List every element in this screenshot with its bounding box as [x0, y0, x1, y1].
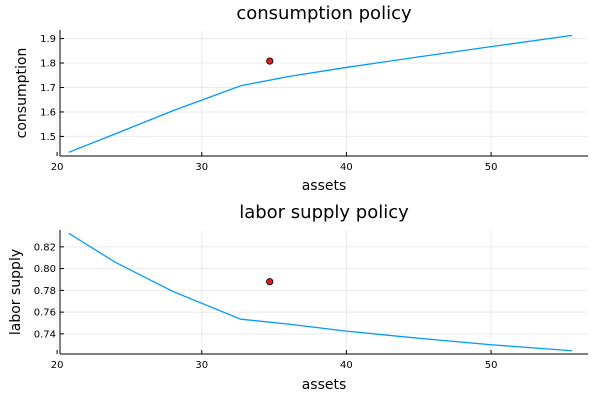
- plot-marks: [68, 232, 573, 352]
- x-tick-label: 50: [485, 162, 498, 173]
- y-tick-label: 0.78: [34, 286, 56, 297]
- x-axis-label: assets: [302, 178, 347, 194]
- y-tick-label: 1.7: [40, 83, 56, 94]
- y-tick-label: 0.74: [34, 329, 56, 340]
- series-line: [68, 34, 573, 153]
- y-tick-label: 1.5: [40, 132, 56, 143]
- x-axis-label: assets: [302, 377, 347, 393]
- consumption-policy-panel: consumption policy assets consumption 20…: [14, 3, 588, 194]
- axis-ticks: 20 30 40 50 0.74 0.76 0.78 0.80 0.82: [34, 230, 588, 371]
- x-tick-label: 20: [51, 162, 64, 173]
- x-tick-label: 40: [340, 360, 353, 371]
- gridlines: [56, 230, 588, 354]
- y-axis-label: consumption: [14, 48, 30, 139]
- y-tick-label: 1.8: [40, 59, 56, 70]
- plot-marks: [68, 34, 573, 153]
- chart-title: consumption policy: [236, 3, 412, 24]
- series-line: [68, 232, 573, 352]
- x-tick-label: 40: [340, 162, 353, 173]
- labor-supply-policy-panel: labor supply policy assets labor supply …: [8, 202, 588, 393]
- y-tick-label: 0.82: [34, 242, 56, 253]
- axis-ticks: 20 30 40 50 1.5 1.6 1.7 1.8 1.9: [40, 30, 588, 173]
- y-tick-label: 1.9: [40, 34, 56, 45]
- x-tick-label: 50: [485, 360, 498, 371]
- y-tick-label: 1.6: [40, 107, 56, 118]
- y-tick-label: 0.80: [34, 264, 56, 275]
- x-tick-label: 30: [195, 360, 208, 371]
- y-tick-label: 0.76: [34, 308, 56, 319]
- gridlines: [56, 30, 588, 156]
- x-tick-label: 30: [195, 162, 208, 173]
- y-axis-label: labor supply: [8, 249, 24, 335]
- marker-point: [266, 278, 274, 286]
- chart-title: labor supply policy: [239, 202, 409, 223]
- marker-point: [266, 57, 274, 65]
- x-tick-label: 20: [51, 360, 64, 371]
